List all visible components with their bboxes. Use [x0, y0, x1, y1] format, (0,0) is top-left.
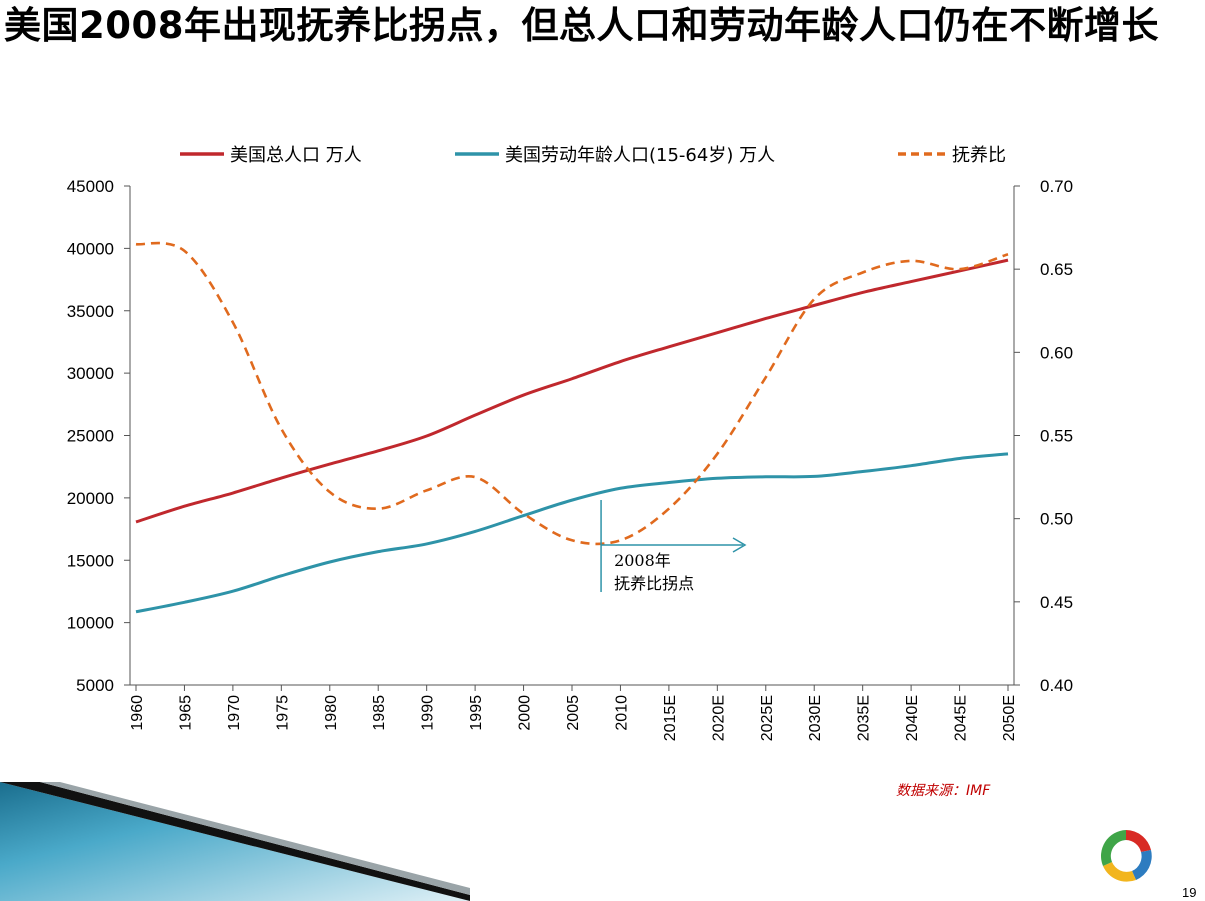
right-tick-label: 0.60: [1040, 343, 1073, 362]
x-tick-label: 1990: [420, 695, 437, 731]
series-line-0: [135, 258, 1009, 524]
x-tick-label: 2000: [517, 695, 534, 731]
page-number: 19: [1182, 885, 1197, 900]
right-tick-label: 0.65: [1040, 260, 1073, 279]
left-tick-label: 45000: [67, 177, 114, 196]
x-tick-label: 2005: [565, 695, 582, 731]
slide-title: 美国2008年出现抚养比拐点，但总人口和劳动年龄人口仍在不断增长: [4, 4, 1159, 47]
series-line-2: [135, 241, 1009, 546]
left-tick-label: 10000: [67, 614, 114, 633]
series-line-1: [135, 452, 1009, 614]
x-tick-label: 2050E: [1001, 695, 1018, 741]
left-tick-label: 25000: [67, 427, 114, 446]
x-tick-label: 1975: [274, 695, 291, 731]
x-tick-label: 1970: [226, 695, 243, 731]
x-tick-label: 1960: [129, 695, 146, 731]
legend-label-2: 抚养比: [952, 145, 1006, 166]
x-tick-label: 2015E: [662, 695, 679, 741]
x-tick-label: 1980: [323, 695, 340, 731]
right-tick-label: 0.70: [1040, 177, 1073, 196]
company-logo: [1100, 830, 1152, 882]
x-tick-label: 1965: [177, 695, 194, 731]
annotation-arrowhead: [732, 537, 747, 553]
right-tick-label: 0.50: [1040, 510, 1073, 529]
x-tick-label: 1995: [468, 695, 485, 731]
x-tick-label: 2010: [613, 695, 630, 731]
x-tick-label: 2035E: [856, 695, 873, 741]
left-tick-label: 5000: [76, 676, 114, 695]
source-note: 数据来源：IMF: [896, 783, 991, 799]
x-tick-label: 2030E: [807, 695, 824, 741]
left-tick-label: 30000: [67, 364, 114, 383]
annotation-line2: 抚养比拐点: [614, 574, 694, 593]
left-tick-label: 35000: [67, 302, 114, 321]
legend-label-0: 美国总人口 万人: [230, 145, 362, 166]
decorative-banner: [0, 782, 470, 901]
right-tick-label: 0.55: [1040, 427, 1073, 446]
legend-label-1: 美国劳动年龄人口(15-64岁) 万人: [505, 145, 775, 166]
left-tick-label: 20000: [67, 489, 114, 508]
left-tick-label: 15000: [67, 551, 114, 570]
x-tick-label: 2025E: [759, 695, 776, 741]
annotation-line1: 2008年: [614, 551, 671, 570]
left-tick-label: 40000: [67, 239, 114, 258]
x-tick-label: 2045E: [953, 695, 970, 741]
x-tick-label: 1985: [371, 695, 388, 731]
x-tick-label: 2020E: [710, 695, 727, 741]
right-tick-label: 0.45: [1040, 593, 1073, 612]
x-tick-label: 2040E: [904, 695, 921, 741]
right-tick-label: 0.40: [1040, 676, 1073, 695]
